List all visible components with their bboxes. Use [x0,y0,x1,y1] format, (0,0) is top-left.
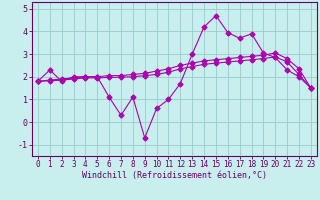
X-axis label: Windchill (Refroidissement éolien,°C): Windchill (Refroidissement éolien,°C) [82,171,267,180]
